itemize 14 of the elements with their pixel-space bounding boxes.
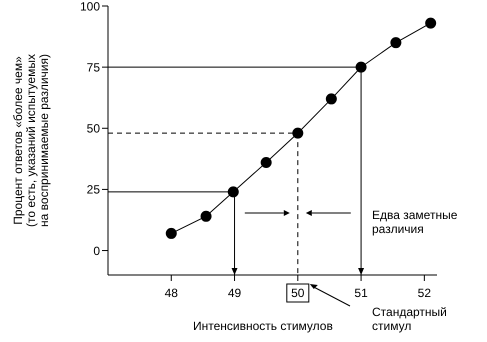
text: Стандартный стимул [372, 305, 447, 333]
y-tick-label: 75 [86, 60, 100, 74]
annotation: Едва заметные различия [372, 208, 458, 236]
x-axis-title: Интенсивность стимулов [192, 319, 333, 333]
x-tick-label: 48 [164, 286, 178, 300]
x-tick-label: 51 [354, 286, 368, 300]
y-tick-label: 100 [80, 0, 100, 14]
x-tick-label: 49 [228, 286, 242, 300]
x-tick-label: 52 [418, 286, 432, 300]
y-tick-label: 50 [86, 122, 100, 136]
y-axis-title: Процент ответов «более чем» (то есть, указаний испытуемых на воспринимаемые различия) [11, 54, 51, 227]
y-tick-label: 25 [86, 182, 100, 197]
y-tick-label: 0 [93, 244, 100, 258]
x-tick-label: 50 [291, 286, 305, 300]
